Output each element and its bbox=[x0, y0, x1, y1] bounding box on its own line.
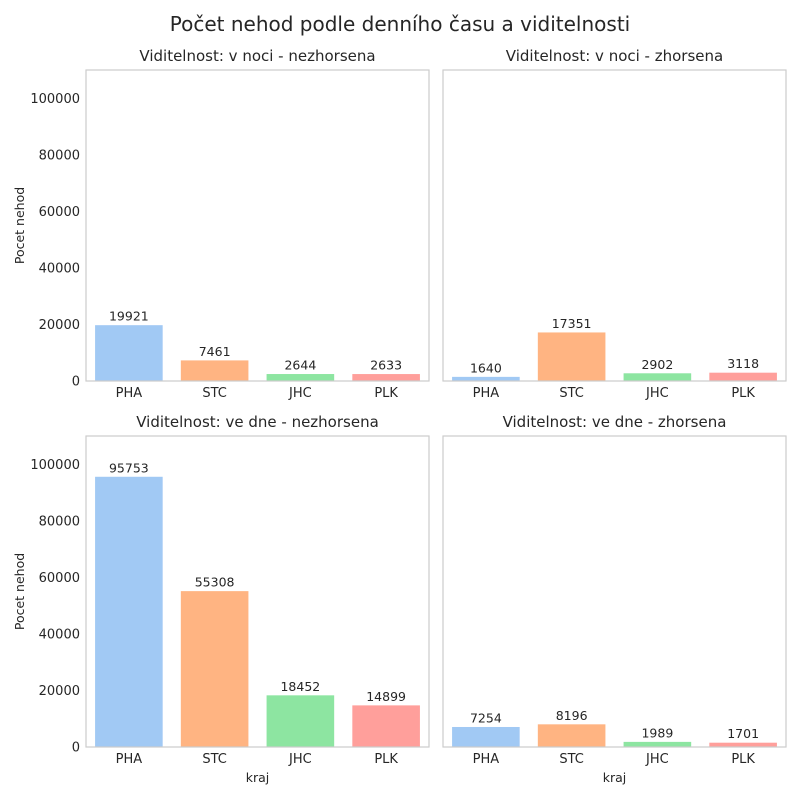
bar-jhc bbox=[622, 372, 693, 382]
x-tick-label: JHC bbox=[288, 386, 312, 401]
bar-stc bbox=[179, 590, 250, 748]
x-tick-label: PHA bbox=[473, 386, 500, 401]
bar-stc bbox=[179, 359, 250, 382]
plot-frame bbox=[442, 69, 787, 382]
bar-jhc bbox=[265, 373, 336, 382]
y-tick-label: 0 bbox=[72, 375, 80, 390]
data-label: 55308 bbox=[195, 575, 235, 590]
x-tick-label: PHA bbox=[116, 752, 143, 767]
y-tick-label: 100000 bbox=[30, 458, 80, 473]
panel-title: Viditelnost: v noci - zhorsena bbox=[506, 47, 723, 65]
data-label: 14899 bbox=[366, 689, 406, 704]
data-label: 8196 bbox=[556, 708, 588, 723]
x-tick-label: STC bbox=[202, 386, 227, 401]
data-label: 95753 bbox=[109, 460, 149, 475]
y-axis-label: Pocet nehod bbox=[12, 553, 27, 630]
x-tick-label: PLK bbox=[731, 386, 755, 401]
x-axis-label: kraj bbox=[246, 770, 270, 785]
chart-title: Počet nehod podle denního času a viditel… bbox=[170, 12, 630, 36]
data-label: 1701 bbox=[727, 726, 759, 741]
x-tick-label: STC bbox=[202, 752, 227, 767]
bar-jhc bbox=[622, 740, 693, 748]
panels-group: Viditelnost: v noci - nezhorsena 19921 PHA… bbox=[12, 47, 787, 785]
bar-jhc bbox=[265, 694, 336, 748]
panel-title: Viditelnost: ve dne - zhorsena bbox=[503, 413, 727, 431]
panel-2: Viditelnost: v noci - zhorsena 1640 PHA 173… bbox=[442, 47, 787, 401]
data-label: 18452 bbox=[280, 679, 320, 694]
bar-pha bbox=[451, 725, 521, 748]
x-axis-label: kraj bbox=[603, 770, 627, 785]
data-label: 2633 bbox=[370, 358, 402, 373]
y-tick-label: 80000 bbox=[39, 514, 80, 529]
y-tick-label: 100000 bbox=[30, 92, 80, 107]
bar-plk bbox=[708, 371, 778, 382]
plot-frame bbox=[442, 435, 787, 748]
bar-plk bbox=[351, 704, 421, 748]
y-tick-label: 40000 bbox=[39, 627, 80, 642]
data-label: 17351 bbox=[552, 316, 592, 331]
y-tick-label: 60000 bbox=[39, 571, 80, 586]
y-tick-label: 40000 bbox=[39, 261, 80, 276]
data-label: 2644 bbox=[284, 358, 316, 373]
data-label: 2902 bbox=[641, 357, 673, 372]
data-label: 7461 bbox=[199, 344, 231, 359]
bar-plk bbox=[351, 373, 421, 382]
x-tick-label: JHC bbox=[645, 752, 669, 767]
bar-pha bbox=[94, 475, 164, 748]
y-tick-label: 0 bbox=[72, 741, 80, 756]
y-tick-label: 20000 bbox=[39, 318, 80, 333]
x-tick-label: JHC bbox=[288, 752, 312, 767]
data-label: 7254 bbox=[470, 710, 502, 725]
data-label: 1989 bbox=[641, 725, 673, 740]
x-tick-label: PLK bbox=[374, 752, 398, 767]
data-label: 19921 bbox=[109, 309, 149, 324]
y-tick-label: 20000 bbox=[39, 684, 80, 699]
data-label: 1640 bbox=[470, 360, 502, 375]
x-tick-label: STC bbox=[559, 386, 584, 401]
bar-plk bbox=[708, 741, 778, 748]
x-tick-label: PLK bbox=[374, 386, 398, 401]
x-tick-label: PHA bbox=[116, 386, 143, 401]
data-label: 3118 bbox=[727, 356, 759, 371]
x-tick-label: PHA bbox=[473, 752, 500, 767]
bar-pha bbox=[451, 375, 521, 382]
plot-frame bbox=[85, 435, 430, 748]
panel-title: Viditelnost: v noci - nezhorsena bbox=[139, 47, 375, 65]
x-tick-label: PLK bbox=[731, 752, 755, 767]
panel-1: Viditelnost: v noci - nezhorsena 19921 PHA… bbox=[12, 47, 430, 401]
y-axis-label: Pocet nehod bbox=[12, 187, 27, 264]
bar-pha bbox=[94, 324, 164, 382]
y-tick-label: 80000 bbox=[39, 148, 80, 163]
panel-4: Viditelnost: ve dne - zhorsena 7254 PHA 819… bbox=[442, 413, 787, 785]
plot-frame bbox=[85, 69, 430, 382]
bar-stc bbox=[536, 331, 607, 382]
y-tick-label: 60000 bbox=[39, 205, 80, 220]
panel-3: Viditelnost: ve dne - nezhorsena 95753 PHA… bbox=[12, 413, 430, 785]
x-tick-label: STC bbox=[559, 752, 584, 767]
panel-title: Viditelnost: ve dne - nezhorsena bbox=[136, 413, 379, 431]
bar-stc bbox=[536, 723, 607, 748]
x-tick-label: JHC bbox=[645, 386, 669, 401]
